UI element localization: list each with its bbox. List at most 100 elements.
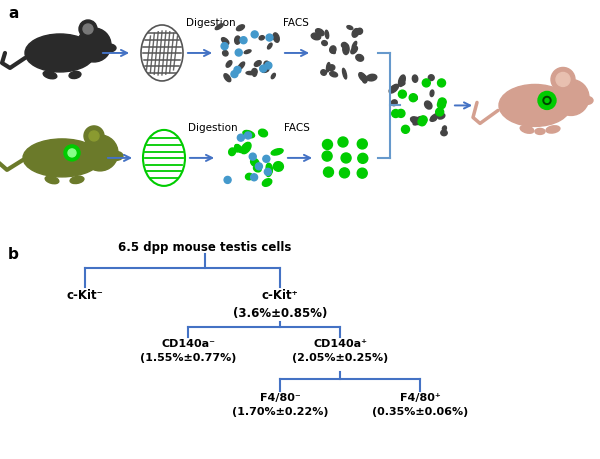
Ellipse shape — [253, 165, 261, 172]
Ellipse shape — [69, 71, 81, 78]
Circle shape — [556, 73, 570, 86]
Ellipse shape — [226, 61, 232, 67]
Ellipse shape — [356, 55, 364, 61]
Ellipse shape — [581, 96, 593, 105]
Ellipse shape — [262, 67, 269, 72]
Text: c-Kit⁻: c-Kit⁻ — [67, 289, 103, 302]
Ellipse shape — [311, 33, 320, 40]
Ellipse shape — [229, 148, 236, 156]
Circle shape — [256, 163, 262, 170]
Ellipse shape — [259, 36, 265, 40]
Ellipse shape — [400, 82, 405, 85]
Ellipse shape — [243, 130, 254, 138]
Circle shape — [68, 149, 76, 157]
Ellipse shape — [413, 117, 422, 125]
Text: Digestion: Digestion — [188, 123, 238, 133]
Circle shape — [409, 94, 417, 102]
Ellipse shape — [356, 28, 362, 34]
Circle shape — [260, 65, 266, 72]
Ellipse shape — [428, 75, 434, 80]
Ellipse shape — [254, 61, 261, 67]
Circle shape — [89, 131, 99, 141]
Text: F4/80⁺
(0.35%±0.06%): F4/80⁺ (0.35%±0.06%) — [372, 393, 468, 417]
Ellipse shape — [430, 90, 434, 96]
Ellipse shape — [266, 163, 272, 174]
Circle shape — [418, 118, 426, 126]
Ellipse shape — [235, 36, 241, 44]
Ellipse shape — [341, 42, 347, 48]
Circle shape — [397, 109, 405, 118]
Text: FACS: FACS — [284, 123, 310, 133]
Circle shape — [265, 168, 271, 175]
Ellipse shape — [367, 74, 377, 81]
Ellipse shape — [442, 126, 446, 131]
Circle shape — [245, 132, 251, 139]
Ellipse shape — [246, 72, 255, 75]
Ellipse shape — [343, 44, 349, 55]
Circle shape — [84, 126, 104, 146]
Ellipse shape — [262, 179, 272, 186]
Circle shape — [249, 153, 256, 160]
Text: Digestion: Digestion — [186, 18, 236, 28]
Text: b: b — [8, 246, 19, 262]
Ellipse shape — [391, 100, 397, 106]
Circle shape — [419, 116, 427, 124]
Ellipse shape — [535, 129, 545, 134]
Ellipse shape — [259, 129, 268, 137]
Circle shape — [235, 49, 242, 56]
Circle shape — [266, 34, 273, 41]
Circle shape — [543, 96, 551, 105]
Ellipse shape — [109, 151, 123, 160]
Ellipse shape — [238, 62, 245, 69]
Circle shape — [221, 43, 228, 50]
Ellipse shape — [347, 26, 353, 29]
Ellipse shape — [43, 71, 57, 79]
Circle shape — [251, 174, 257, 181]
Circle shape — [436, 108, 443, 116]
Ellipse shape — [431, 113, 439, 119]
Ellipse shape — [499, 84, 571, 126]
Ellipse shape — [437, 113, 445, 119]
Ellipse shape — [343, 68, 347, 79]
Circle shape — [401, 125, 409, 133]
Ellipse shape — [412, 75, 418, 82]
Ellipse shape — [330, 72, 338, 77]
Text: CD140a⁻
(1.55%±0.77%): CD140a⁻ (1.55%±0.77%) — [140, 339, 236, 363]
Ellipse shape — [224, 74, 231, 82]
Ellipse shape — [430, 117, 437, 121]
Ellipse shape — [25, 34, 95, 72]
Text: F4/80⁻
(1.70%±0.22%): F4/80⁻ (1.70%±0.22%) — [232, 393, 328, 417]
Circle shape — [437, 79, 446, 87]
Ellipse shape — [244, 50, 251, 54]
Text: FACS: FACS — [283, 18, 309, 28]
Ellipse shape — [328, 65, 335, 71]
Ellipse shape — [102, 44, 116, 52]
Ellipse shape — [316, 29, 324, 36]
Text: a: a — [8, 6, 19, 21]
Circle shape — [341, 153, 351, 163]
Ellipse shape — [325, 30, 329, 39]
Circle shape — [551, 67, 575, 91]
Circle shape — [338, 137, 348, 147]
Circle shape — [238, 134, 244, 141]
Ellipse shape — [264, 61, 269, 67]
Ellipse shape — [251, 158, 259, 167]
Ellipse shape — [45, 176, 59, 184]
Circle shape — [234, 67, 241, 73]
Ellipse shape — [389, 84, 398, 93]
Circle shape — [545, 98, 549, 102]
Ellipse shape — [425, 101, 432, 109]
Ellipse shape — [362, 76, 367, 83]
Ellipse shape — [271, 73, 275, 78]
Ellipse shape — [143, 130, 185, 186]
Ellipse shape — [326, 62, 330, 72]
Ellipse shape — [141, 25, 183, 81]
Ellipse shape — [352, 41, 356, 49]
Text: c-Kit⁺
(3.6%±0.85%): c-Kit⁺ (3.6%±0.85%) — [233, 289, 327, 320]
Circle shape — [322, 151, 332, 161]
Ellipse shape — [215, 24, 223, 29]
Ellipse shape — [274, 162, 283, 171]
Ellipse shape — [70, 176, 84, 184]
Ellipse shape — [268, 43, 272, 49]
Ellipse shape — [241, 142, 251, 154]
